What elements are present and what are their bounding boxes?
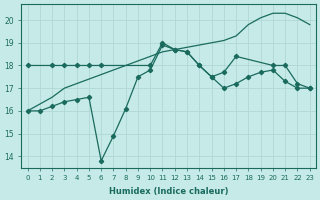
X-axis label: Humidex (Indice chaleur): Humidex (Indice chaleur) <box>109 187 228 196</box>
